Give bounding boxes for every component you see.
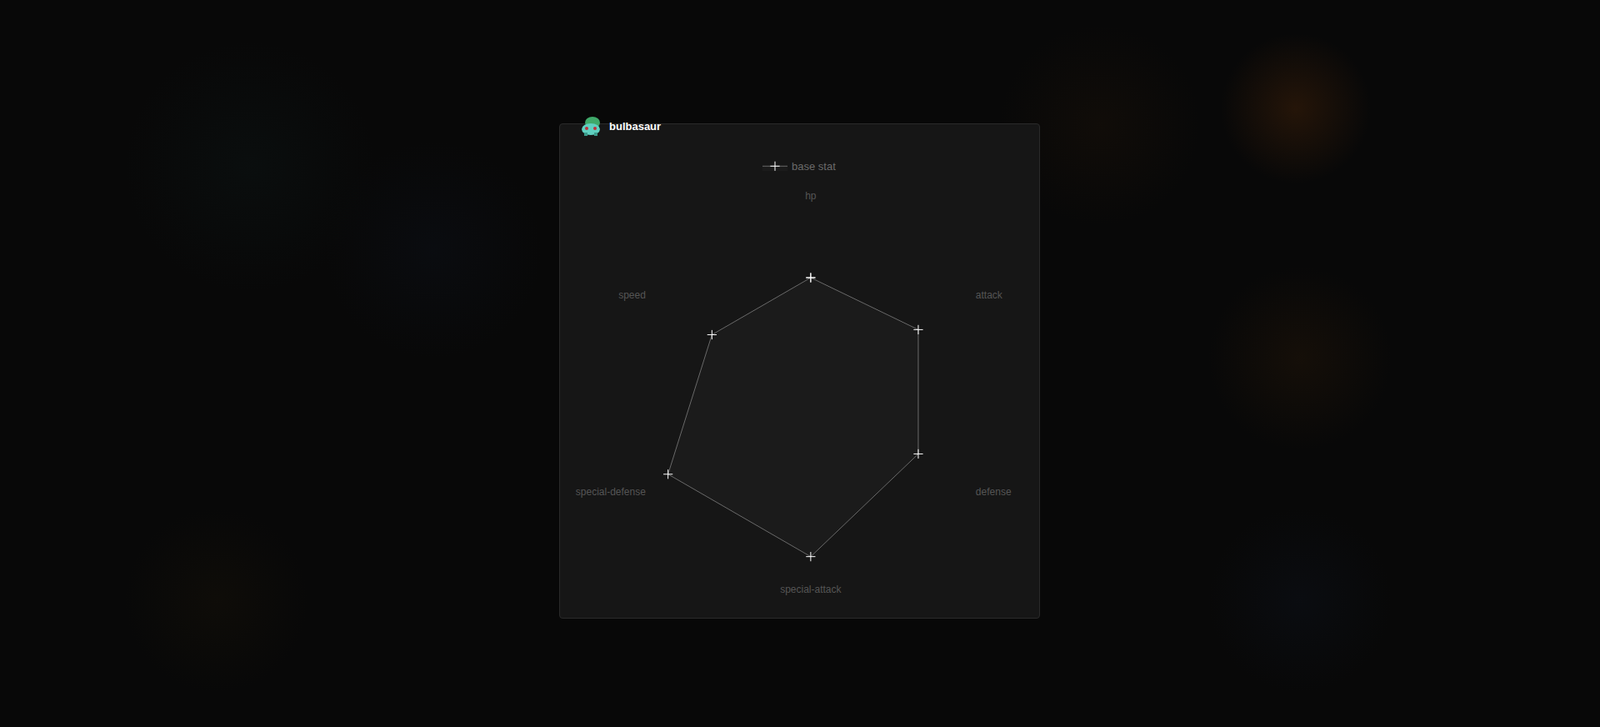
svg-text:hp: hp <box>805 190 817 202</box>
svg-text:special-attack: special-attack <box>780 583 842 595</box>
html-text:bulbasaur: bulbasaur <box>609 119 661 133</box>
svg-text:speed: speed <box>618 289 646 301</box>
svg-text:base stat: base stat <box>791 160 836 173</box>
svg-text:special-defense: special-defense <box>575 485 646 498</box>
svg-text:attack: attack <box>975 289 1004 301</box>
svg-text:defense: defense <box>975 485 1012 498</box>
